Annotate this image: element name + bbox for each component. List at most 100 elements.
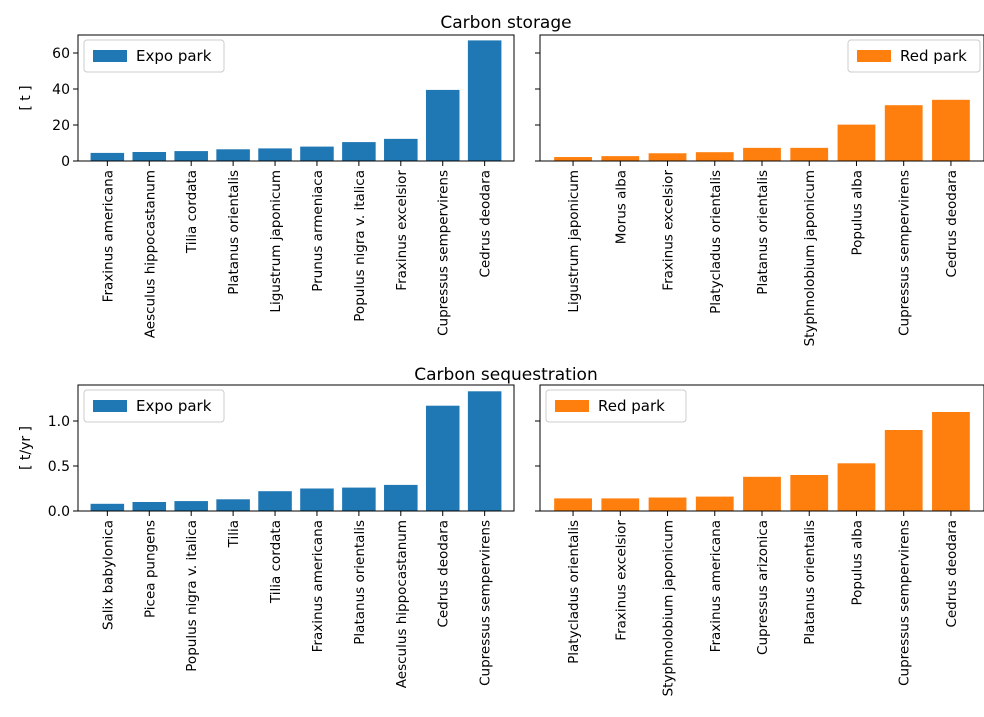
bar: [384, 484, 418, 511]
bar: [932, 99, 970, 161]
x-tick-label: Cupressus sempervirens: [436, 170, 452, 336]
x-tick-label: Populus nigra v. italica: [184, 520, 200, 672]
legend-swatch: [857, 50, 891, 62]
bar: [132, 152, 167, 161]
bar: [554, 498, 592, 511]
bar: [216, 499, 250, 511]
bar: [790, 475, 829, 511]
x-tick-label: Fraxinus americana: [100, 170, 116, 302]
y-tick-label: 0.0: [48, 504, 70, 520]
y-tick-label: 0.5: [48, 459, 70, 475]
bar: [932, 412, 970, 511]
bar: [300, 488, 334, 511]
x-tick-label: Styphnolobium japonicum: [661, 520, 677, 696]
panel-storage-red: Ligustrum japonicum Morus alba Fraxinus ex…: [535, 34, 984, 346]
x-tick-label: Cupressus arizonica: [755, 520, 771, 655]
bar: [648, 497, 687, 511]
x-tick-label: Fraxinus americana: [310, 520, 326, 652]
x-tick-label: Platycladus orientalis: [708, 170, 724, 314]
bar: [601, 498, 640, 511]
legend-swatch: [555, 400, 589, 412]
x-tick-label: Aesculus hippocastanum: [394, 520, 410, 688]
bar: [342, 487, 376, 511]
bar: [90, 152, 125, 161]
bar: [216, 149, 250, 161]
bar: [467, 391, 502, 511]
bar: [342, 142, 376, 161]
bar: [467, 40, 502, 161]
bar: [425, 405, 460, 511]
x-tick-label: Tilia: [226, 520, 242, 548]
legend-label: Expo park: [136, 47, 212, 65]
legend-box: [545, 389, 687, 423]
x-tick-label: Prunus armeniaca: [310, 170, 326, 292]
x-tick-label: Cedrus deodara: [478, 170, 494, 278]
bar: [554, 157, 592, 161]
bar: [300, 146, 334, 161]
bar: [837, 463, 876, 511]
x-tick-label: Platanus orientalis: [755, 170, 771, 295]
x-tick-label: Cedrus deodara: [944, 520, 960, 628]
x-tick-label: Morus alba: [613, 170, 629, 244]
x-tick-label: Ligustrum japonicum: [268, 170, 284, 313]
x-tick-label: Platycladus orientalis: [566, 520, 582, 664]
bar: [790, 147, 829, 161]
bar: [425, 89, 460, 161]
bar: [601, 156, 640, 161]
x-tick-label: Cupressus sempervirens: [897, 170, 913, 336]
x-tick-label: Fraxinus americana: [708, 520, 724, 652]
x-tick-label: Populus nigra v. italica: [352, 170, 368, 322]
legend-swatch: [93, 50, 127, 62]
x-tick-label: Fraxinus excelsior: [613, 520, 629, 641]
bar: [743, 147, 781, 161]
legend-label: Expo park: [136, 397, 212, 415]
panel-storage-expo: 0 20 40 60 [ t ] Fraxinus americana Aesculus h…: [18, 34, 515, 338]
bar: [743, 476, 781, 511]
x-tick-label: Cupressus sempervirens: [478, 520, 494, 686]
legend-swatch: [93, 400, 127, 412]
legend-box: [83, 39, 225, 73]
y-axis-label: [ t ]: [18, 85, 34, 110]
title-carbon-storage: Carbon storage: [440, 13, 571, 33]
x-tick-label: Platanus orientalis: [802, 520, 818, 645]
bar: [837, 124, 876, 161]
x-tick-label: Tilia cordata: [184, 170, 200, 254]
y-tick-label: 40: [52, 82, 70, 98]
bar: [884, 105, 923, 161]
x-tick-label: Salix babylonica: [100, 520, 116, 630]
bar: [258, 148, 292, 161]
bar: [648, 153, 687, 161]
x-tick-label: Picea pungens: [142, 520, 158, 618]
x-tick-label: Fraxinus excelsior: [661, 170, 677, 291]
x-tick-label: Platanus orientalis: [226, 170, 242, 295]
bar: [695, 496, 734, 511]
x-tick-label: Tilia cordata: [268, 520, 284, 604]
y-tick-label: 20: [52, 118, 70, 134]
panel-seq-red: Platycladus orientalis Fraxinus excelsior…: [535, 384, 984, 696]
bar: [695, 152, 734, 161]
x-tick-label: Fraxinus excelsior: [394, 170, 410, 291]
axes-frame: [77, 34, 515, 162]
bar: [174, 151, 208, 161]
x-tick-label: Cedrus deodara: [944, 170, 960, 278]
x-tick-label: Styphnolobium japonicum: [802, 170, 818, 346]
panel-seq-expo: 0.0 0.5 1.0 [ t/yr ] Salix babylonica Picea p…: [18, 384, 515, 688]
bar: [174, 501, 208, 511]
bar: [132, 502, 167, 511]
panels: 0 20 40 60 [ t ] Fraxinus americana Aesculus h…: [18, 34, 984, 696]
y-tick-label: 0: [61, 154, 70, 170]
bar: [258, 491, 292, 511]
x-tick-label: Cupressus sempervirens: [897, 520, 913, 686]
x-tick-label: Aesculus hippocastanum: [142, 170, 158, 338]
x-tick-label: Populus alba: [849, 520, 865, 606]
y-tick-label: 60: [52, 46, 70, 62]
legend-label: Red park: [598, 397, 665, 415]
bar: [884, 430, 923, 511]
legend-label: Red park: [900, 47, 967, 65]
legend-box: [847, 39, 981, 73]
bar: [90, 503, 125, 511]
title-carbon-sequestration: Carbon sequestration: [414, 365, 597, 385]
legend-box: [83, 389, 225, 423]
x-tick-label: Ligustrum japonicum: [566, 170, 582, 313]
